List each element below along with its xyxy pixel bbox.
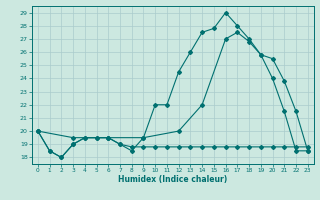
X-axis label: Humidex (Indice chaleur): Humidex (Indice chaleur) bbox=[118, 175, 228, 184]
